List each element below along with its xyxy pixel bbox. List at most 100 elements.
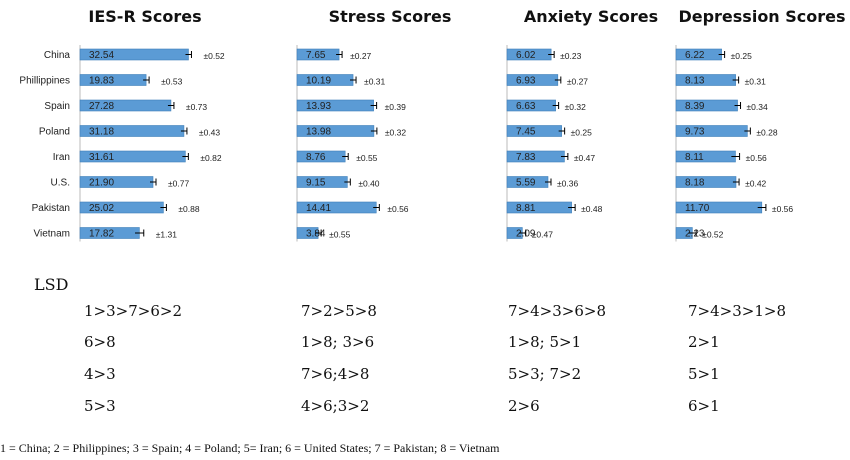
value-label: 6.02 — [516, 50, 536, 61]
anxiety-scores-lsd-item: 7>4>3>6>8 — [508, 302, 606, 320]
error-label: ±0.27 — [567, 77, 588, 87]
value-label: 6.93 — [516, 76, 536, 87]
anxiety-scores-lsd-item: 1>8; 5>1 — [508, 333, 581, 351]
stress-scores-chart: Stress Scores 7.65 ±0.27 10.19 ±0.31 13.93 ±0.… — [296, 7, 452, 242]
value-label: 31.61 — [89, 152, 114, 163]
stress-scores-title: Stress Scores — [329, 7, 452, 26]
country-label: Pakistan — [32, 203, 70, 214]
stress-scores-lsd-item: 4>6;3>2 — [301, 397, 369, 415]
value-label: 8.18 — [685, 178, 705, 189]
error-label: ±0.32 — [565, 102, 586, 112]
error-label: ±0.77 — [168, 179, 189, 189]
value-label: 8.13 — [685, 76, 705, 87]
ies-r-scores-lsd-item: 6>8 — [84, 333, 116, 351]
depression-scores-chart: Depression Scores 6.22 ±0.25 8.13 ±0.31 8.39 ±… — [675, 7, 846, 242]
lsd-title: LSD — [34, 275, 68, 294]
country-label: China — [44, 50, 71, 61]
depression-scores-lsd-item: 5>1 — [688, 365, 720, 383]
ies-r-scores-lsd-item: 4>3 — [84, 365, 116, 383]
error-label: ±0.27 — [350, 51, 371, 61]
stress-scores-lsd-item: 1>8; 3>6 — [301, 333, 374, 351]
value-label: 7.83 — [516, 152, 536, 163]
country-label: Poland — [39, 127, 70, 138]
error-label: ±0.31 — [364, 77, 385, 87]
stress-scores-lsd-item: 7>2>5>8 — [301, 302, 377, 320]
value-label: 13.98 — [306, 127, 331, 138]
error-label: ±0.47 — [574, 153, 595, 163]
error-label: ±0.48 — [581, 204, 602, 214]
anxiety-scores-lsd-item: 2>6 — [508, 397, 540, 415]
error-label: ±0.23 — [560, 51, 581, 61]
depression-scores-lsd-item: 7>4>3>1>8 — [688, 302, 786, 320]
value-label: 14.41 — [306, 203, 331, 214]
error-label: ±0.42 — [745, 179, 766, 189]
error-label: ±0.55 — [356, 153, 377, 163]
error-label: ±0.47 — [532, 230, 553, 240]
country-label: Spain — [44, 101, 70, 112]
lsd-comparisons: 1>3>7>6>2 6>8 4>3 5>3 7>2>5>8 1>8; 3>6 7>6;4>8… — [84, 302, 786, 415]
error-label: ±0.82 — [200, 153, 221, 163]
error-label: ±0.52 — [702, 230, 723, 240]
error-label: ±0.53 — [161, 77, 182, 87]
anxiety-scores-title: Anxiety Scores — [524, 7, 658, 26]
error-label: ±0.56 — [772, 204, 793, 214]
value-label: 7.45 — [516, 127, 536, 138]
value-label: 9.73 — [685, 127, 705, 138]
error-label: ±1.31 — [156, 230, 177, 240]
value-label: 8.39 — [685, 101, 705, 112]
error-label: ±0.52 — [203, 51, 224, 61]
depression-scores-title: Depression Scores — [678, 7, 845, 26]
error-label: ±0.56 — [746, 153, 767, 163]
value-label: 21.90 — [89, 178, 114, 189]
anxiety-scores-lsd-item: 5>3; 7>2 — [508, 365, 581, 383]
error-label: ±0.56 — [387, 204, 408, 214]
value-label: 9.15 — [306, 178, 326, 189]
error-label: ±0.28 — [756, 128, 777, 138]
depression-scores-lsd-item: 6>1 — [688, 397, 720, 415]
error-label: ±0.31 — [745, 77, 766, 87]
error-label: ±0.73 — [186, 102, 207, 112]
value-label: 8.11 — [685, 152, 704, 163]
error-label: ±0.32 — [385, 128, 406, 138]
charts-area: IES-R Scores China 32.54 ±0.52 Phillippines 1… — [19, 7, 846, 242]
error-label: ±0.36 — [557, 179, 578, 189]
value-label: 13.93 — [306, 101, 331, 112]
country-label: Iran — [53, 152, 70, 163]
value-label: 25.02 — [89, 203, 114, 214]
country-label: Vietnam — [33, 229, 70, 240]
error-label: ±0.25 — [571, 128, 592, 138]
footnote: 1 = China; 2 = Philippines; 3 = Spain; 4… — [0, 441, 500, 455]
stress-scores-lsd-item: 7>6;4>8 — [301, 365, 369, 383]
ies-r-scores-title: IES-R Scores — [88, 7, 201, 26]
value-label: 11.70 — [685, 203, 710, 214]
value-label: 31.18 — [89, 127, 114, 138]
error-label: ±0.39 — [385, 102, 406, 112]
country-label: U.S. — [51, 178, 70, 189]
value-label: 8.81 — [516, 203, 536, 214]
value-label: 8.76 — [306, 152, 326, 163]
ies-r-scores-lsd-item: 1>3>7>6>2 — [84, 302, 182, 320]
value-label: 10.19 — [306, 76, 331, 87]
country-label: Phillippines — [19, 76, 70, 87]
ies-r-scores-chart: IES-R Scores China 32.54 ±0.52 Phillippines 1… — [19, 7, 225, 242]
value-label: 19.83 — [89, 76, 114, 87]
value-label: 2.23 — [685, 229, 705, 240]
value-label: 6.63 — [516, 101, 536, 112]
error-label: ±0.34 — [747, 102, 768, 112]
error-label: ±0.43 — [199, 128, 220, 138]
error-label: ±0.88 — [178, 204, 199, 214]
value-label: 17.82 — [89, 229, 114, 240]
error-label: ±0.55 — [329, 230, 350, 240]
depression-scores-lsd-item: 2>1 — [688, 333, 720, 351]
value-label: 7.65 — [306, 50, 326, 61]
ies-r-scores-lsd-item: 5>3 — [84, 397, 116, 415]
error-label: ±0.25 — [731, 51, 752, 61]
value-label: 27.28 — [89, 101, 114, 112]
value-label: 3.84 — [306, 229, 326, 240]
value-label: 32.54 — [89, 50, 114, 61]
error-label: ±0.40 — [358, 179, 379, 189]
anxiety-scores-chart: Anxiety Scores 6.02 ±0.23 6.93 ±0.27 6.63 ±0.3… — [506, 7, 658, 242]
value-label: 5.59 — [516, 178, 536, 189]
value-label: 6.22 — [685, 50, 705, 61]
